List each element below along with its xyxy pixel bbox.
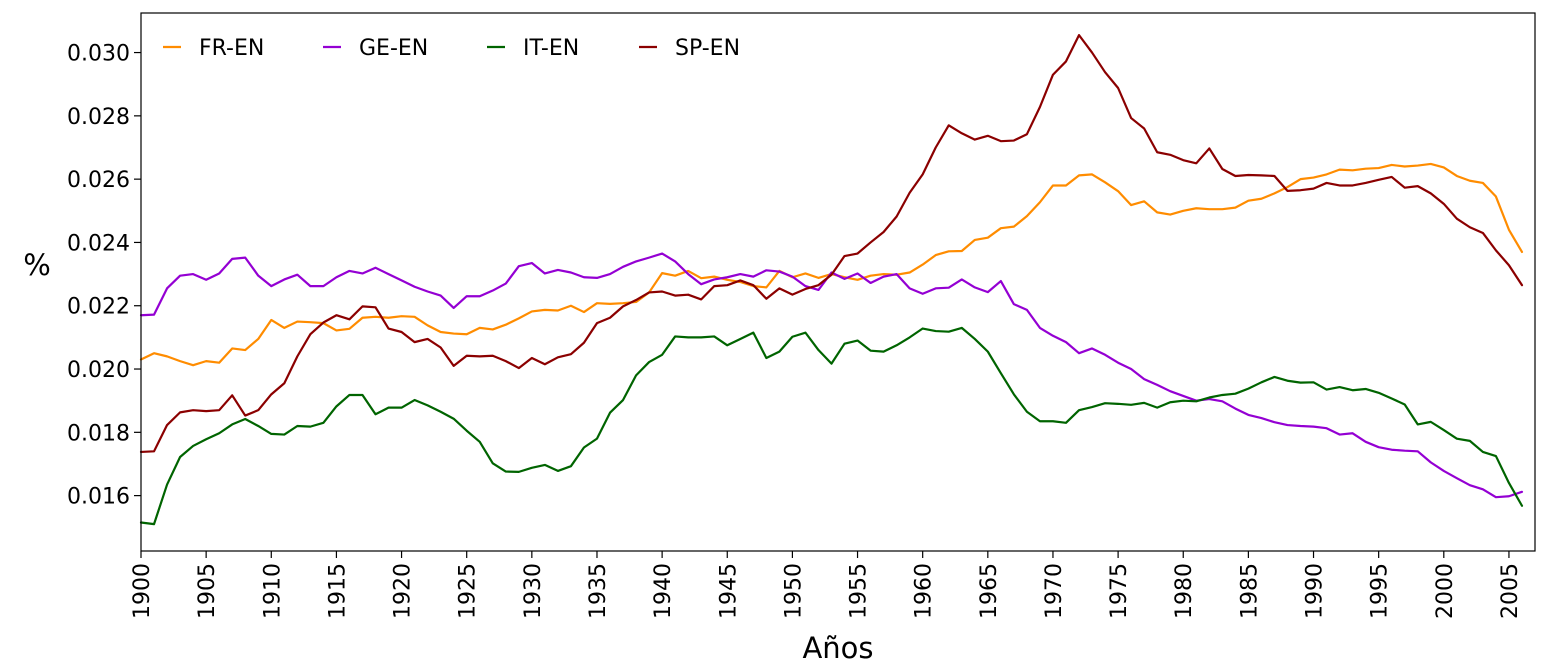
x-tick-label: 1945 (716, 563, 741, 619)
x-tick-label: 1955 (847, 563, 872, 619)
x-tick-label: 1930 (521, 563, 546, 619)
x-axis-title: Años (802, 631, 873, 665)
x-tick-label: 1920 (391, 563, 416, 619)
x-tick-label: 2000 (1433, 563, 1458, 619)
x-tick-label: 1950 (781, 563, 806, 619)
x-tick-label: 2005 (1498, 563, 1523, 619)
x-tick-label: 1970 (1042, 563, 1067, 619)
x-tick-label: 1990 (1303, 563, 1328, 619)
y-tick-label: 0.028 (67, 105, 130, 130)
legend: FR-EN GE-EN IT-EN SP-EN (163, 36, 740, 61)
series-line-ge-en (139, 252, 1524, 499)
legend-label-sp-en: SP-EN (675, 36, 740, 61)
y-tick-label: 0.016 (67, 485, 130, 510)
x-tick-label: 1985 (1237, 563, 1262, 619)
x-tick-label: 1935 (586, 563, 611, 619)
x-tick-label: 1980 (1172, 563, 1197, 619)
y-tick-label: 0.020 (67, 358, 130, 383)
y-tick-label: 0.022 (67, 295, 130, 320)
x-tick-label: 1905 (195, 563, 220, 619)
x-tick-label: 1910 (260, 563, 285, 619)
series-line-sp-en (139, 34, 1524, 454)
x-tick-label: 1975 (1107, 563, 1132, 619)
plot-frame (140, 12, 1536, 552)
y-tick-label: 0.030 (67, 42, 130, 67)
y-axis-title: % (23, 248, 51, 282)
x-tick-label: 1965 (977, 563, 1002, 619)
x-tick-label: 1915 (325, 563, 350, 619)
y-tick-label: 0.024 (67, 231, 130, 256)
y-tick-label: 0.026 (67, 168, 130, 193)
x-tick-label: 1900 (130, 563, 155, 619)
y-axis: 0.016 0.018 0.020 0.022 0.024 0.026 0.028 0.030 (67, 42, 141, 510)
y-tick-label: 0.018 (67, 421, 130, 446)
series-line-it-en (139, 326, 1524, 526)
series-layer (139, 34, 1524, 526)
x-tick-label: 1995 (1368, 563, 1393, 619)
legend-label-it-en: IT-EN (523, 36, 579, 61)
x-tick-label: 1960 (912, 563, 937, 619)
x-axis: 1900 1905 1910 1915 1920 1925 1930 1935 1940 1945… (130, 551, 1523, 619)
x-tick-label: 1940 (651, 563, 676, 619)
x-tick-label: 1925 (456, 563, 481, 619)
legend-label-fr-en: FR-EN (199, 36, 264, 61)
legend-label-ge-en: GE-EN (359, 36, 428, 61)
